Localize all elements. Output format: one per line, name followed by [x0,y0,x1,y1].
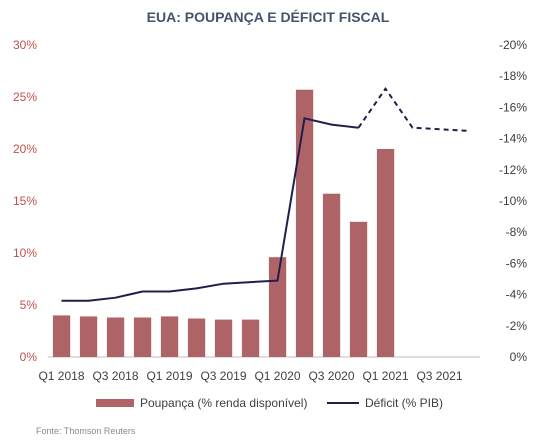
bar-q4-2019 [241,319,260,357]
x-tick-label: Q3 2020 [308,369,354,383]
bar-q1-2019 [160,316,179,357]
right-axis-ticks: 0% -2% -4% -6% -8% -10% -12% -14% -16% -18% -20% [499,38,527,364]
bar-q1-2021 [376,149,395,357]
left-axis-ticks: 0% 5% 10% 15% 20% 25% 30% [13,38,37,364]
right-tick-label: -14% [499,132,527,146]
left-tick-label: 30% [13,38,37,52]
legend-label-poupanca: Poupança (% renda disponível) [140,396,307,410]
bar-q4-2020 [349,221,368,357]
right-tick-label: -4% [506,288,528,302]
line-series [61,86,467,302]
bar-q1-2018 [52,315,71,357]
x-tick-label: Q1 2019 [146,369,192,383]
deficit-line-actual [61,117,359,302]
right-tick-label: -12% [499,163,527,177]
left-tick-label: 15% [13,194,37,208]
right-tick-label: -2% [506,319,528,333]
legend-swatch-poupanca [96,399,134,407]
right-tick-label: -20% [499,38,527,52]
bar-q3-2019 [214,319,233,357]
source-note: Fonte: Thomson Reuters [36,426,136,436]
right-tick-label: -18% [499,69,527,83]
right-tick-label: -8% [506,225,528,239]
x-tick-label: Q3 2021 [416,369,462,383]
deficit-line-forecast [357,86,467,132]
legend: Poupança (% renda disponível) Déficit (%… [96,396,443,410]
bar-q2-2018 [79,316,98,357]
legend-label-deficit: Déficit (% PIB) [365,396,443,410]
right-tick-label: 0% [510,350,528,364]
x-tick-label: Q3 2018 [92,369,138,383]
left-tick-label: 5% [20,298,38,312]
right-tick-label: -10% [499,194,527,208]
left-tick-label: 10% [13,246,37,260]
bar-q1-2020 [268,257,287,357]
chart-title: EUA: POUPANÇA E DÉFICIT FISCAL [147,9,390,25]
x-tick-label: Q1 2020 [254,369,300,383]
right-tick-label: -16% [499,100,527,114]
x-tick-label: Q1 2018 [38,369,84,383]
bar-q3-2018 [106,317,125,357]
left-tick-label: 25% [13,90,37,104]
bar-q3-2020 [322,193,341,357]
bar-series [52,89,395,357]
left-tick-label: 0% [20,350,38,364]
bar-q2-2019 [187,318,206,357]
x-tick-label: Q1 2021 [362,369,408,383]
bar-q2-2020 [295,89,314,357]
x-axis-ticks: Q1 2018 Q3 2018 Q1 2019 Q3 2019 Q1 2020 Q3 20… [38,369,462,383]
x-tick-label: Q3 2019 [200,369,246,383]
bar-q4-2018 [133,317,152,357]
right-tick-label: -6% [506,256,528,270]
left-tick-label: 20% [13,142,37,156]
